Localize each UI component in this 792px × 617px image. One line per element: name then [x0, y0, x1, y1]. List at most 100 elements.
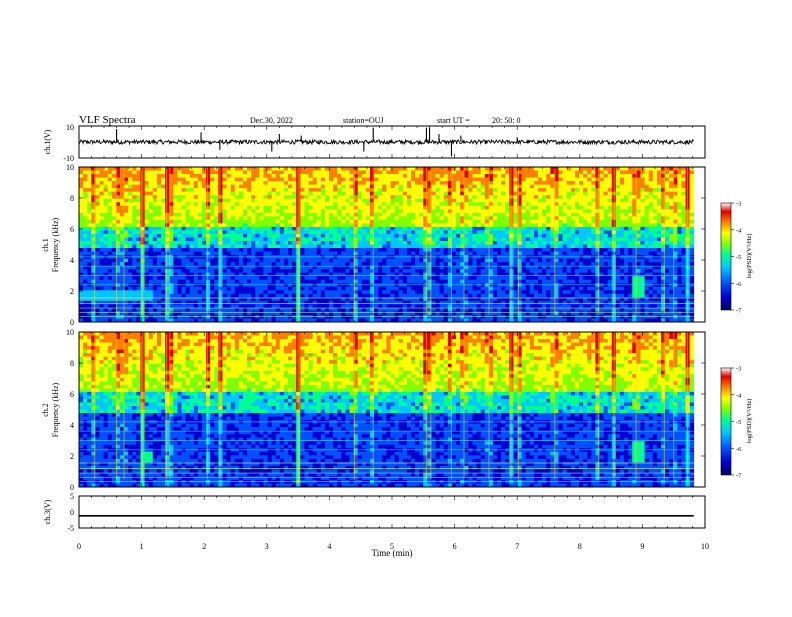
spectrogram-cell	[309, 245, 314, 249]
spectrogram-cell	[595, 185, 600, 189]
spectrogram-cell	[591, 234, 596, 238]
spectrogram-cell	[317, 195, 322, 199]
spectrogram-cell	[591, 262, 596, 266]
spectrogram-cell	[259, 174, 264, 178]
spectrogram-cell	[165, 174, 170, 178]
spectrogram-cell	[628, 167, 633, 171]
spectrogram-cell	[444, 262, 449, 266]
spectrogram-cell	[198, 259, 203, 263]
spectrogram-cell	[657, 216, 662, 220]
spectrogram-cell	[341, 223, 346, 227]
spectrogram-cell	[181, 276, 186, 280]
spectrogram-cell	[497, 213, 502, 217]
spectrogram-cell	[599, 167, 604, 171]
spectrogram-cell	[538, 269, 543, 273]
spectrogram-cell	[313, 248, 318, 252]
spectrogram-cell	[104, 230, 109, 234]
spectrogram-cell	[657, 178, 662, 182]
spectrogram-cell	[239, 245, 244, 249]
spectrogram-cell	[218, 192, 223, 196]
spectrogram-cell	[177, 248, 182, 252]
spectrogram-cell	[341, 262, 346, 266]
spectrogram-cell	[509, 248, 514, 252]
spectrogram-cell	[534, 171, 539, 175]
spectrogram-cell	[206, 223, 211, 227]
spectrogram-cell	[99, 192, 104, 196]
spectrogram-cell	[366, 248, 371, 252]
spectrogram-cell	[358, 248, 363, 252]
spectrogram-cell	[493, 192, 498, 196]
spectrogram-cell	[329, 276, 334, 280]
spectrogram-cell	[534, 252, 539, 256]
spectrogram-cell	[538, 195, 543, 199]
spectrogram-cell	[444, 241, 449, 245]
spectrogram-cell	[628, 213, 633, 217]
spectrogram-cell	[99, 167, 104, 171]
spectrogram-cell	[292, 234, 297, 238]
spectrogram-cell	[202, 199, 207, 203]
spectrogram-cell	[505, 230, 510, 234]
spectrogram-cell	[423, 209, 428, 213]
spectrogram-cell	[304, 227, 309, 231]
spectrogram-cell	[534, 248, 539, 252]
spectrogram-cell	[558, 230, 563, 234]
spectrogram-cell	[186, 188, 191, 192]
spectrogram-cell	[599, 202, 604, 206]
spectrogram-cell	[370, 174, 375, 178]
spectrogram-cell	[456, 213, 461, 217]
spectrogram-cell	[558, 227, 563, 231]
spectrogram-cell	[259, 178, 264, 182]
spectrogram-cell	[542, 178, 547, 182]
spectrogram-cell	[595, 181, 600, 185]
spectrogram-cell	[419, 223, 424, 227]
spectrogram-cell	[571, 237, 576, 241]
spectrogram-cell	[243, 202, 248, 206]
spectrogram-cell	[563, 195, 568, 199]
spectrogram-cell	[472, 220, 477, 224]
spectrogram-cell	[440, 227, 445, 231]
spectrogram-cell	[386, 199, 391, 203]
spectrogram-cell	[620, 245, 625, 249]
spectrogram-cell	[374, 202, 379, 206]
spectrogram-cell	[538, 262, 543, 266]
spectrogram-cell	[284, 206, 289, 210]
spectrogram-cell	[608, 181, 613, 185]
spectrogram-cell	[222, 245, 227, 249]
spectrogram-cell	[423, 178, 428, 182]
spectrogram-cell	[218, 234, 223, 238]
spectrogram-cell	[628, 269, 633, 273]
spectrogram-cell	[456, 171, 461, 175]
spectrogram-cell	[575, 213, 580, 217]
spectrogram-cell	[669, 199, 674, 203]
spectrogram-cell	[124, 234, 129, 238]
spectrogram-cell	[304, 213, 309, 217]
spectrogram-cell	[358, 174, 363, 178]
spectrogram-cell	[407, 252, 412, 256]
spectrogram-cell	[108, 209, 113, 213]
spectrogram-cell	[149, 230, 154, 234]
spectrogram-cell	[222, 241, 227, 245]
spectrogram-cell	[382, 216, 387, 220]
spectrogram-cell	[99, 185, 104, 189]
spectrogram-cell	[222, 188, 227, 192]
spectrogram-cell	[690, 269, 695, 273]
spectrogram-cell	[79, 241, 84, 245]
spectrogram-cell	[472, 213, 477, 217]
spectrogram-cell	[411, 276, 416, 280]
spectrogram-cell	[567, 227, 572, 231]
spectrogram-cell	[669, 213, 674, 217]
spectrogram-cell	[198, 220, 203, 224]
spectrogram-cell	[378, 245, 383, 249]
spectrogram-cell	[194, 174, 199, 178]
spectrogram-cell	[317, 213, 322, 217]
spectrogram-cell	[558, 206, 563, 210]
spectrogram-cell	[477, 199, 482, 203]
spectrogram-cell	[104, 188, 109, 192]
spectrogram-cell	[587, 178, 592, 182]
spectrogram-cell	[472, 209, 477, 213]
spectrogram-cell	[222, 276, 227, 280]
spectrogram-cell	[362, 234, 367, 238]
spectrogram-cell	[513, 223, 518, 227]
spectrogram-cell	[645, 276, 650, 280]
spectrogram-cell	[112, 280, 117, 284]
